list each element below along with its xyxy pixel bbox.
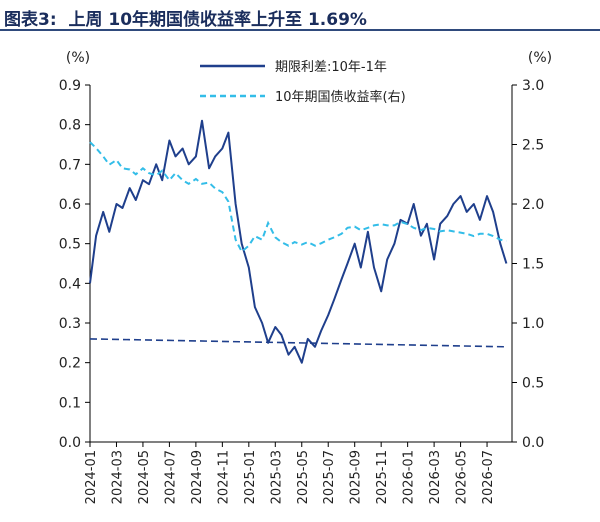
x-tick-label: 2024-09 xyxy=(190,450,205,504)
x-tick-label: 2024-07 xyxy=(163,450,178,504)
left-tick-label: 0.2 xyxy=(59,356,81,372)
left-tick-label: 0.9 xyxy=(59,78,81,94)
right-tick-label: 0.5 xyxy=(522,376,544,392)
x-tick-label: 2025-01 xyxy=(243,450,258,504)
x-tick-label: 2025-03 xyxy=(269,450,284,504)
legend-label-yield: 10年期国债收益率(右) xyxy=(275,89,406,105)
chart-lines xyxy=(89,119,508,364)
left-tick-label: 0.8 xyxy=(59,118,81,134)
left-tick-label: 0.6 xyxy=(59,197,81,213)
legend-label-spread: 期限利差:10年-1年 xyxy=(275,60,387,75)
right-tick-label: 1.5 xyxy=(522,257,544,273)
right-tick-label: 3.0 xyxy=(522,78,544,94)
x-tick-label: 2025-05 xyxy=(296,450,311,504)
series-line-spread xyxy=(89,119,508,364)
trend-line xyxy=(89,338,507,348)
x-tick-label: 2026-03 xyxy=(428,450,443,504)
left-tick-label: 0.5 xyxy=(59,237,81,253)
left-tick-label: 0.0 xyxy=(59,435,81,451)
left-tick-label: 0.1 xyxy=(59,395,81,411)
x-tick-label: 2025-11 xyxy=(375,450,390,504)
left-tick-label: 0.7 xyxy=(59,157,81,173)
left-tick-label: 0.3 xyxy=(59,316,81,332)
page-title: 图表3: 上周 10年期国债收益率上升至 1.69% xyxy=(4,10,367,30)
right-tick-label: 2.0 xyxy=(522,197,544,213)
x-tick-label: 2025-09 xyxy=(349,450,364,504)
x-tick-label: 2025-07 xyxy=(322,450,337,504)
x-tick-label: 2026-01 xyxy=(402,450,417,504)
title-bar: 图表3: 上周 10年期国债收益率上升至 1.69% xyxy=(0,0,600,31)
x-tick-label: 2024-01 xyxy=(84,450,99,504)
x-tick-label: 2026-05 xyxy=(455,450,470,504)
x-tick-label: 2026-07 xyxy=(481,450,496,504)
x-tick-label: 2024-03 xyxy=(110,450,125,504)
right-unit-label: (%) xyxy=(528,50,552,66)
chart-axes: (%) (%) 0.0 0.1 0.2 0.3 0.4 0.5 0.6 0.7 0.8 0.9 0.0 0… xyxy=(59,50,552,504)
left-unit-label: (%) xyxy=(66,50,90,66)
right-tick-label: 0.0 xyxy=(522,435,544,451)
right-tick-label: 2.5 xyxy=(522,138,544,154)
series-line-yield xyxy=(89,141,507,254)
chart-legend: 期限利差:10年-1年 10年期国债收益率(右) xyxy=(200,60,406,105)
x-tick-label: 2024-11 xyxy=(216,450,231,504)
right-tick-label: 1.0 xyxy=(522,316,544,332)
left-tick-label: 0.4 xyxy=(59,276,81,292)
x-tick-label: 2024-05 xyxy=(137,450,152,504)
chart: (%) (%) 0.0 0.1 0.2 0.3 0.4 0.5 0.6 0.7 0.8 0.9 0.0 0… xyxy=(59,50,552,504)
